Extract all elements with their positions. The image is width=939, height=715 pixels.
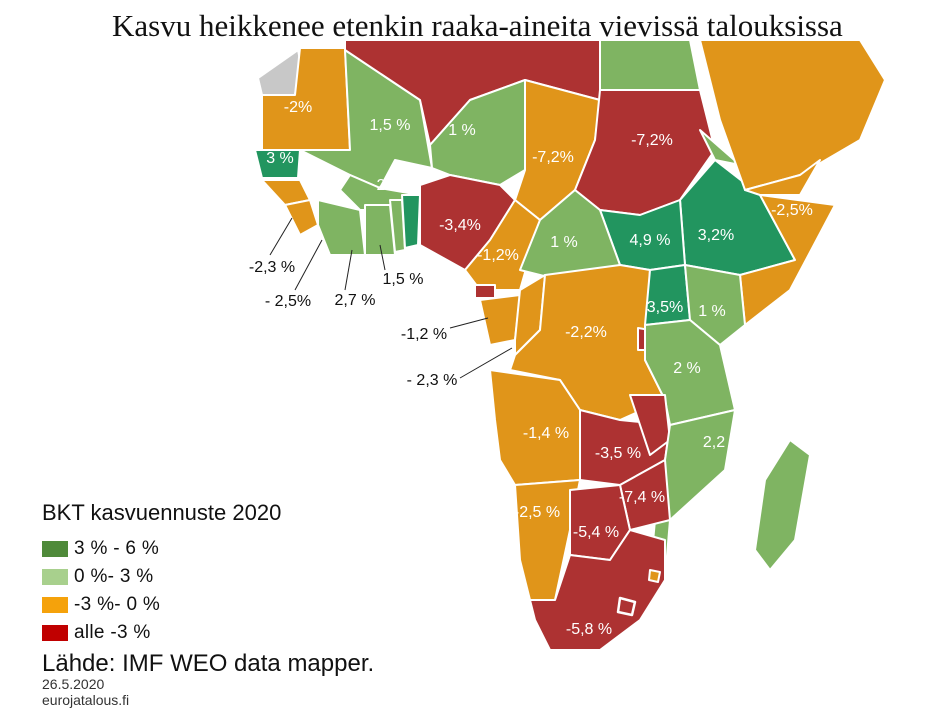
label-uganda: 3,5% xyxy=(647,299,683,316)
connector-line xyxy=(269,217,293,256)
label-botswana: -5,4 % xyxy=(573,524,619,541)
region-benin xyxy=(401,194,421,249)
connector-line xyxy=(449,317,489,329)
legend-item: -3 %- 0 % xyxy=(42,594,160,616)
legend-label: 3 % - 6 % xyxy=(74,538,160,559)
region-arabia xyxy=(699,39,886,191)
outside-label-eq-guinea: -1,2 % xyxy=(401,326,447,343)
region-egypt xyxy=(599,39,701,91)
label-chad: -7,2% xyxy=(532,149,574,166)
label-nigeria: -3,4% xyxy=(439,217,481,234)
outside-label-liberia: - 2,5% xyxy=(265,293,311,310)
label-zambia: -3,5 % xyxy=(595,445,641,462)
region-western-sahara xyxy=(257,49,301,96)
source-note: Lähde: IMF WEO data mapper. xyxy=(42,650,375,677)
outside-label-gabon: - 2,3 % xyxy=(407,372,458,389)
legend-label: 0 %- 3 % xyxy=(74,566,154,587)
label-angola: -1,4 % xyxy=(523,425,569,442)
label-niger: 1 % xyxy=(448,122,476,139)
region-ghana xyxy=(364,204,396,256)
legend-swatch xyxy=(42,597,68,613)
label-sudan: -7,2% xyxy=(631,132,673,149)
outside-label-ghana: 1,5 % xyxy=(383,271,424,288)
legend-label: alle -3 % xyxy=(74,622,151,643)
region-yemen xyxy=(744,159,821,196)
legend-swatch xyxy=(42,541,68,557)
label-burkina: 2% xyxy=(376,177,399,194)
region-madagascar xyxy=(754,439,811,571)
label-senegal: 3 % xyxy=(266,150,294,167)
connector-line xyxy=(459,347,513,379)
region-kenya xyxy=(684,264,746,346)
connector-line xyxy=(294,239,323,291)
label-south-africa: -5,8 % xyxy=(566,621,612,638)
region-south-africa xyxy=(529,529,666,651)
region-eq-guinea xyxy=(474,284,496,299)
site-credit: eurojatalous.fi xyxy=(42,692,130,708)
legend-title: BKT kasvuennuste 2020 xyxy=(42,500,282,525)
region-togo xyxy=(389,199,406,253)
label-somalia: -2,5% xyxy=(771,202,813,219)
outside-label-cote-divoire: 2,7 % xyxy=(335,292,376,309)
region-niger xyxy=(429,79,526,186)
label-ethiopia: 3,2% xyxy=(698,227,734,244)
legend-item: 0 %- 3 % xyxy=(42,566,154,588)
date-note: 26.5.2020 xyxy=(42,676,105,692)
label-zimbabwe: -7,4 % xyxy=(619,489,665,506)
legend-swatch xyxy=(42,569,68,585)
label-cameroon: -1,2% xyxy=(477,247,519,264)
region-uganda xyxy=(644,264,691,326)
region-sierra-leone xyxy=(284,199,319,236)
outside-label-guinea: -2,3 % xyxy=(249,259,295,276)
label-kenya: 1 % xyxy=(698,303,726,320)
connector-line xyxy=(379,244,386,271)
region-senegal xyxy=(254,149,301,179)
map-title: Kasvu heikkenee etenkin raaka-aineita vi… xyxy=(112,8,843,43)
label-south-sudan: 4,9 % xyxy=(630,232,671,249)
region-lesotho xyxy=(616,596,637,617)
label-mauritania: -2% xyxy=(284,99,312,116)
legend-swatch xyxy=(42,625,68,641)
region-gabon xyxy=(479,294,521,346)
region-eswatini xyxy=(648,569,661,583)
region-eritrea xyxy=(699,129,741,166)
region-cote-divoire xyxy=(317,199,366,256)
connector-line xyxy=(344,249,353,291)
label-drc: -2,2% xyxy=(565,324,607,341)
legend-item: 3 % - 6 % xyxy=(42,538,159,560)
label-namibia: -2,5 % xyxy=(514,504,560,521)
legend-label: -3 %- 0 % xyxy=(74,594,161,615)
label-tanzania: 2 % xyxy=(673,360,701,377)
label-mali: 1,5 % xyxy=(370,117,411,134)
label-car: 1 % xyxy=(550,234,578,251)
legend-item: alle -3 % xyxy=(42,622,151,644)
label-mozambique: 2,2 xyxy=(703,434,725,451)
